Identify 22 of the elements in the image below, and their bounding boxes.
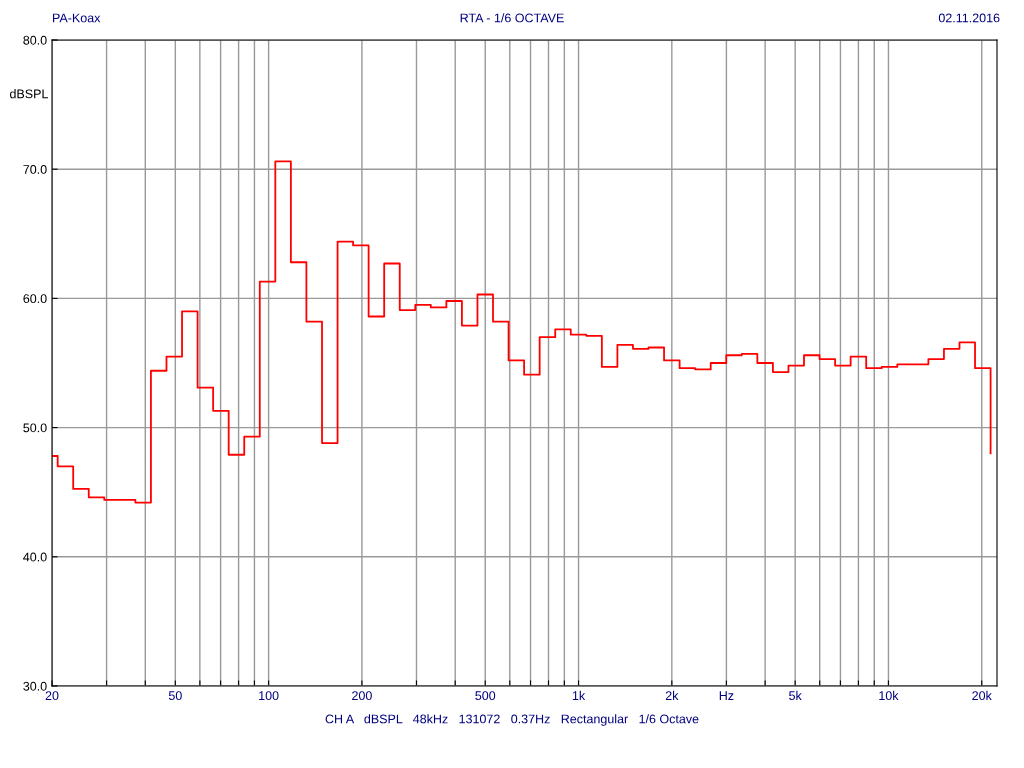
chart-title: RTA - 1/6 OCTAVE — [460, 13, 564, 23]
x-tick-label: 10k — [879, 690, 899, 701]
x-tick-label: 100 — [259, 691, 279, 701]
x-tick-label: 200 — [352, 691, 372, 701]
y-tick-label: 60.0 — [23, 294, 47, 304]
x-tick-label: 1k — [572, 690, 586, 700]
text: 02.11.2016 — [938, 13, 1000, 23]
y-axis-title: dBSPL — [10, 89, 48, 99]
x-tick-label: 20 — [45, 691, 59, 701]
y-tick-label: 50.0 — [23, 423, 47, 433]
y-tick-label: 40.0 — [23, 552, 47, 562]
text: PA-Koax — [53, 13, 101, 23]
text: CH A dBSPL 48kHz 131072 0.37Hz Rectangular 1/6 Octave — [325, 714, 699, 726]
x-tick-label: 5k — [789, 690, 802, 701]
x-tick-label: 50 — [168, 691, 182, 701]
x-tick-label: 2k — [665, 690, 679, 700]
y-tick-label: 80.0 — [23, 35, 47, 45]
y-tick-label: 70.0 — [23, 165, 47, 174]
x-tick-label: Hz — [719, 691, 734, 700]
x-tick-label: 500 — [475, 691, 496, 701]
x-tick-label: 20k — [972, 690, 992, 701]
y-tick-label: 30.0 — [23, 681, 47, 691]
